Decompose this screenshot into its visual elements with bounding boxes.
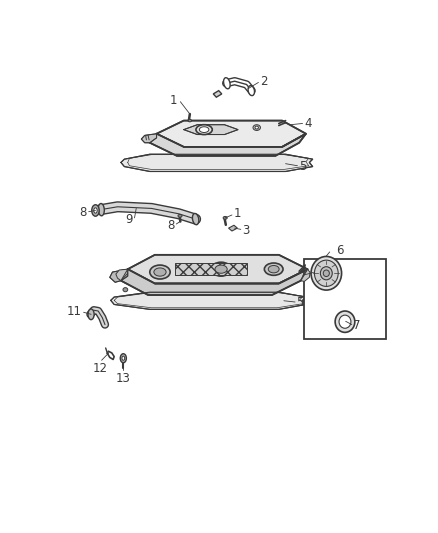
Text: 4: 4: [304, 117, 312, 130]
Bar: [304, 259, 386, 339]
Ellipse shape: [120, 354, 127, 363]
Ellipse shape: [150, 265, 170, 279]
Polygon shape: [141, 134, 156, 143]
Polygon shape: [213, 91, 222, 97]
Ellipse shape: [88, 309, 94, 320]
Text: 10: 10: [315, 266, 330, 279]
Text: 13: 13: [116, 372, 131, 385]
Polygon shape: [150, 134, 306, 156]
Text: 7: 7: [353, 319, 360, 332]
Text: 5: 5: [297, 296, 304, 309]
Polygon shape: [184, 125, 238, 134]
Text: 2: 2: [260, 75, 268, 88]
Ellipse shape: [323, 270, 329, 277]
Ellipse shape: [123, 288, 128, 292]
Text: 8: 8: [80, 206, 87, 219]
Ellipse shape: [211, 262, 231, 276]
Ellipse shape: [268, 265, 279, 273]
Polygon shape: [301, 269, 310, 281]
Ellipse shape: [122, 356, 125, 360]
Polygon shape: [121, 269, 307, 295]
Ellipse shape: [154, 268, 166, 276]
Ellipse shape: [314, 260, 338, 286]
Ellipse shape: [255, 126, 258, 129]
Ellipse shape: [223, 78, 230, 89]
Text: 3: 3: [242, 224, 250, 237]
Text: 11: 11: [67, 304, 82, 318]
Text: 9: 9: [125, 213, 133, 227]
Ellipse shape: [335, 311, 355, 333]
Ellipse shape: [215, 265, 227, 273]
Polygon shape: [229, 225, 237, 231]
Text: 8: 8: [167, 219, 175, 232]
Polygon shape: [175, 263, 247, 275]
Ellipse shape: [196, 125, 212, 134]
Ellipse shape: [192, 213, 199, 225]
Polygon shape: [116, 269, 128, 281]
Ellipse shape: [339, 315, 351, 328]
Ellipse shape: [199, 127, 209, 133]
Text: 5: 5: [299, 160, 307, 173]
Ellipse shape: [311, 256, 342, 290]
Ellipse shape: [178, 214, 182, 217]
Text: 1: 1: [170, 94, 177, 107]
Ellipse shape: [98, 204, 104, 216]
Ellipse shape: [223, 216, 227, 219]
Polygon shape: [110, 269, 128, 282]
Ellipse shape: [92, 205, 99, 216]
Ellipse shape: [253, 125, 261, 131]
Polygon shape: [111, 292, 306, 309]
Ellipse shape: [248, 86, 254, 95]
Polygon shape: [128, 255, 307, 284]
Polygon shape: [156, 120, 306, 147]
Ellipse shape: [320, 266, 332, 280]
Text: 12: 12: [92, 362, 107, 375]
Ellipse shape: [265, 263, 283, 276]
Ellipse shape: [94, 208, 97, 213]
Ellipse shape: [188, 119, 191, 122]
Text: 6: 6: [336, 244, 344, 257]
Polygon shape: [121, 154, 313, 172]
Text: 1: 1: [233, 207, 241, 220]
